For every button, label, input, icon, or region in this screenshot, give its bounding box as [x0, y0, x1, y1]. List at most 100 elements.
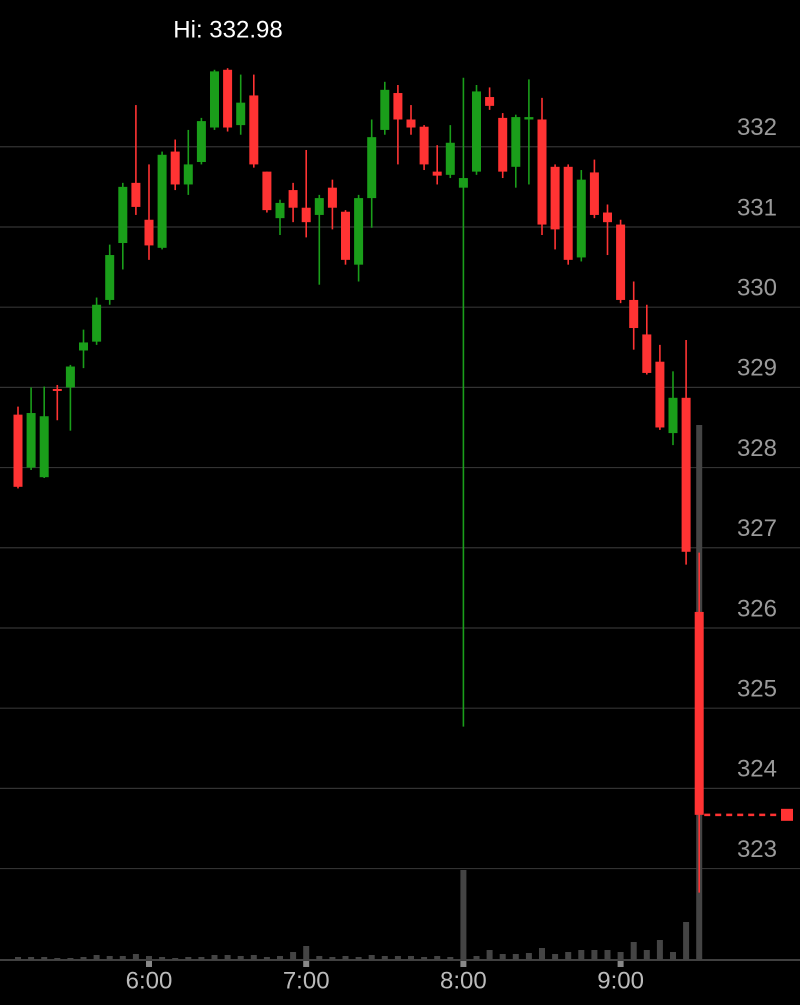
candle-body	[432, 171, 442, 176]
candle-body	[314, 198, 324, 215]
candle-body	[603, 212, 612, 223]
candle-body	[681, 397, 691, 552]
candle-body	[183, 164, 193, 185]
y-tick-label: 331	[737, 194, 777, 221]
candle-body	[642, 334, 652, 373]
candle-body	[13, 414, 23, 487]
volume-bar	[499, 954, 506, 960]
volume-bar	[146, 956, 152, 960]
candle-body	[236, 102, 246, 126]
candle-body	[288, 190, 298, 208]
volume-bar	[670, 952, 676, 960]
volume-bar	[683, 922, 690, 960]
candle-body	[354, 198, 364, 265]
volume-bar	[342, 956, 349, 960]
candle-body	[52, 388, 62, 391]
volume-bar	[211, 955, 218, 960]
volume-bar	[224, 955, 231, 960]
volume-bar	[303, 946, 310, 960]
y-tick-label: 332	[737, 114, 777, 141]
volume-bar	[381, 956, 388, 960]
volume-bar	[237, 956, 244, 960]
candle-body	[550, 166, 560, 230]
volume-bar	[93, 955, 100, 960]
candle-body	[144, 219, 154, 246]
candle-body	[616, 224, 626, 300]
volume-bar	[277, 956, 283, 960]
y-tick-label: 326	[737, 595, 777, 622]
candle-body	[131, 182, 141, 207]
candle-body	[563, 166, 573, 260]
candle-body	[105, 255, 115, 300]
candle-body	[694, 611, 704, 815]
volume-bar	[41, 957, 48, 960]
volume-bar	[159, 957, 166, 960]
y-tick-label: 328	[737, 435, 777, 462]
candle-body	[157, 154, 167, 248]
volume-bar	[119, 956, 126, 960]
volume-bar	[447, 957, 454, 960]
candle-body	[341, 211, 350, 260]
volume-bar	[106, 956, 113, 960]
volume-bar	[28, 957, 35, 960]
x-tick-label: 9:00	[597, 967, 644, 994]
candle-body	[393, 93, 403, 120]
volume-bar	[198, 957, 205, 960]
y-tick-label: 324	[737, 756, 777, 783]
candle-body	[39, 416, 49, 478]
candle-body	[419, 126, 429, 165]
volume-bar	[80, 957, 87, 960]
volume-bar	[656, 940, 663, 960]
volume-bar	[15, 957, 21, 960]
y-tick-label: 327	[737, 515, 777, 542]
candle-body	[275, 202, 285, 219]
candle-body	[380, 89, 390, 130]
volume-bar	[512, 954, 519, 960]
candle-body	[655, 361, 665, 428]
high-label: Hi: 332.98	[173, 16, 282, 43]
candle-body	[118, 186, 128, 244]
volume-bar	[368, 955, 375, 960]
x-tick-mark	[460, 961, 467, 967]
candle-body	[406, 119, 416, 128]
candle-body	[327, 187, 337, 208]
volume-bar	[250, 955, 257, 960]
candle-body	[576, 179, 586, 258]
y-tick-label: 330	[737, 275, 777, 302]
volume-bar	[460, 870, 467, 960]
y-tick-label: 323	[737, 836, 777, 863]
volume-bar	[578, 950, 585, 960]
candle-body	[668, 397, 678, 434]
candle-body	[524, 117, 534, 120]
volume-bar	[604, 950, 611, 960]
candle-body	[170, 151, 180, 185]
candle-body	[458, 178, 468, 188]
candle-body	[92, 304, 102, 342]
volume-bar	[316, 956, 323, 960]
x-tick-mark	[146, 961, 152, 967]
volume-bar	[539, 948, 545, 960]
volume-bar	[565, 952, 572, 960]
volume-bar	[617, 952, 624, 960]
volume-bar	[172, 958, 179, 960]
volume-bar	[552, 954, 559, 960]
candle-body	[537, 119, 547, 225]
candle-body	[26, 413, 36, 468]
x-tick-label: 6:00	[126, 967, 173, 994]
volume-bar	[421, 957, 428, 960]
candle-body	[472, 91, 481, 172]
volume-bar	[434, 956, 441, 960]
volume-bar	[643, 950, 650, 960]
volume-bar	[525, 953, 532, 960]
candle-body	[511, 117, 521, 167]
y-tick-label: 325	[737, 676, 777, 703]
candle-body	[196, 121, 206, 163]
volume-bar	[355, 957, 362, 960]
volume-bar	[329, 957, 336, 960]
volume-bar	[263, 957, 270, 960]
candle-body	[589, 172, 599, 215]
volume-bar	[54, 958, 61, 960]
candle-body	[79, 342, 88, 351]
